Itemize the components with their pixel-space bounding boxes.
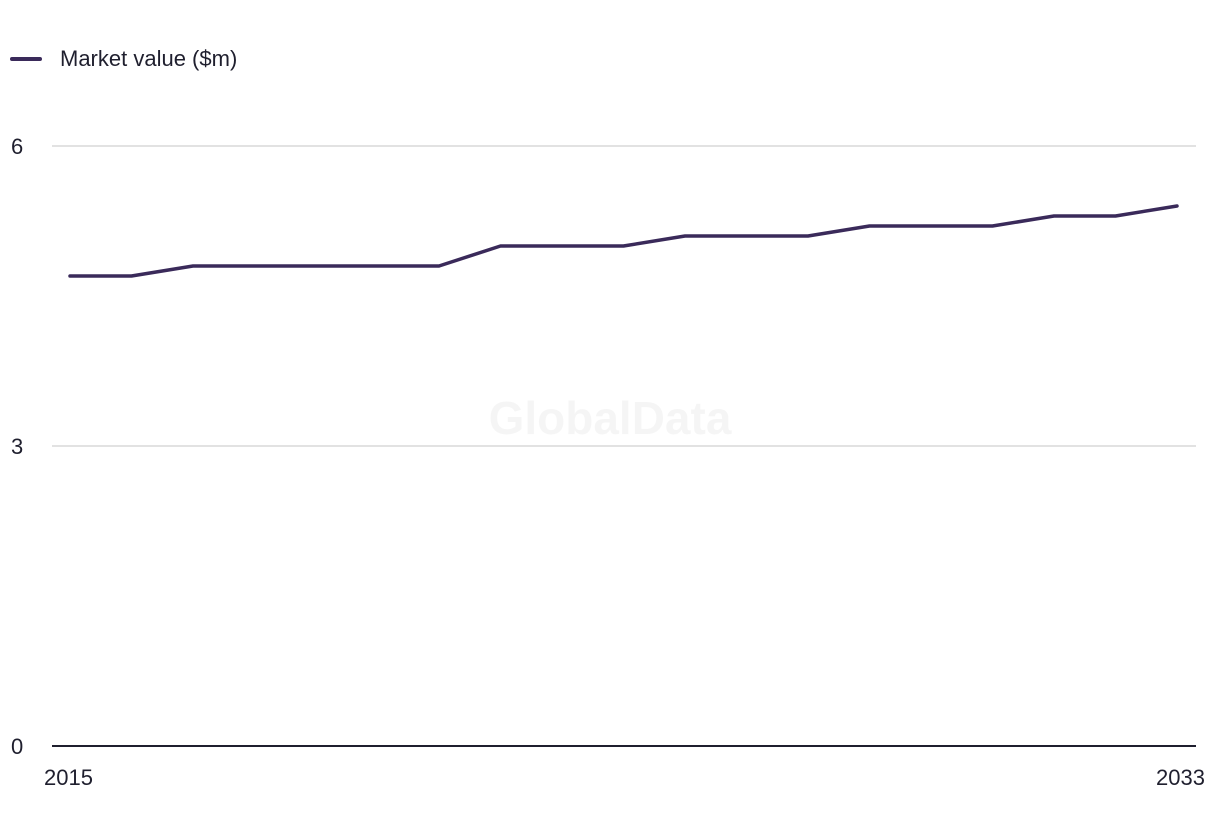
y-tick-label: 0 [11, 734, 23, 759]
legend: Market value ($m) [10, 46, 237, 72]
data-point-2019 [310, 260, 322, 272]
data-point-2030 [987, 220, 999, 232]
data-point-2026 [741, 230, 753, 242]
tick-labels: 0 3 6 2015 2033 [11, 134, 1205, 790]
data-point-2024 [618, 240, 630, 252]
data-point-2032 [1110, 210, 1122, 222]
legend-swatch [10, 57, 42, 61]
data-point-2027 [802, 230, 814, 242]
data-point-2029 [925, 220, 937, 232]
data-point-2015 [64, 270, 76, 282]
data-point-2017 [187, 260, 199, 272]
data-point-2031 [1048, 210, 1060, 222]
y-tick-label: 3 [11, 434, 23, 459]
series-layer [64, 200, 1183, 282]
y-tick-label: 6 [11, 134, 23, 159]
data-point-2033 [1171, 200, 1183, 212]
data-point-2021 [433, 260, 445, 272]
data-point-2016 [126, 270, 138, 282]
x-tick-label-start: 2015 [44, 765, 93, 790]
watermark: GlobalData [489, 392, 732, 444]
data-point-2022 [495, 240, 507, 252]
legend-label: Market value ($m) [60, 46, 238, 71]
data-point-2023 [556, 240, 568, 252]
series-line-market-value [68, 204, 1179, 278]
gridlines [52, 145, 1196, 447]
data-point-2025 [679, 230, 691, 242]
data-point-2020 [372, 260, 384, 272]
data-point-2018 [249, 260, 261, 272]
x-tick-label-end: 2033 [1156, 765, 1205, 790]
data-point-2028 [864, 220, 876, 232]
